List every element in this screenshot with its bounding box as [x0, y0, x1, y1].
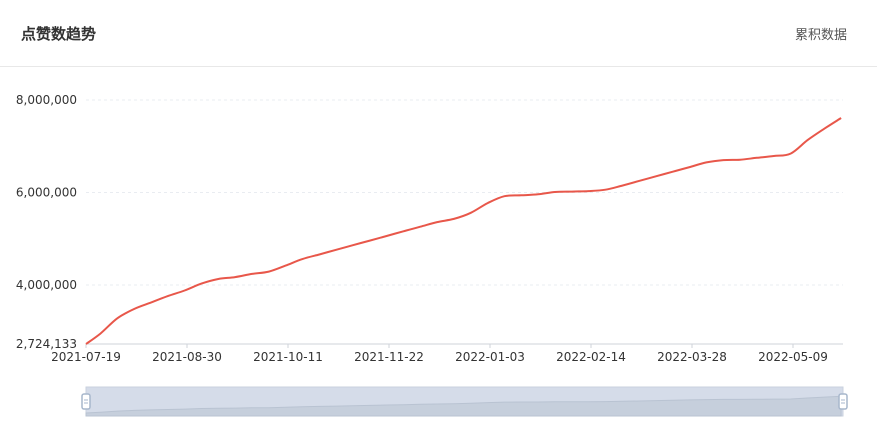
x-axis-labels: 2021-07-19 2021-08-30 2021-10-11 2021-11-22… — [51, 344, 828, 364]
y-tick-label: 6,000,000 — [16, 185, 77, 199]
zoom-handle-right[interactable] — [838, 393, 848, 410]
x-tick-label: 2022-01-03 — [455, 350, 525, 364]
y-tick-label: 2,724,133 — [16, 337, 77, 351]
x-tick-label: 2022-03-28 — [657, 350, 727, 364]
chart-header: 点赞数趋势 累积数据 — [0, 0, 877, 67]
x-tick-label: 2021-07-19 — [51, 350, 121, 364]
x-tick-label: 2022-05-09 — [758, 350, 828, 364]
x-tick-label: 2021-10-11 — [253, 350, 323, 364]
zoom-slider[interactable] — [81, 386, 848, 417]
x-tick-label: 2021-11-22 — [354, 350, 424, 364]
y-axis-labels: 2,724,133 4,000,000 6,000,000 8,000,000 — [16, 93, 77, 351]
y-tick-label: 4,000,000 — [16, 278, 77, 292]
zoom-handle-left[interactable] — [81, 393, 91, 410]
grid-lines — [86, 99, 843, 345]
series-line-group — [85, 117, 842, 345]
x-tick-label: 2022-02-14 — [556, 350, 626, 364]
series-line — [85, 117, 842, 345]
cumulative-data-toggle[interactable]: 累积数据 — [794, 28, 847, 43]
zoom-slider-trend-area — [85, 395, 842, 417]
y-tick-label: 8,000,000 — [16, 93, 77, 107]
likes-trend-chart: 2,724,133 4,000,000 6,000,000 8,000,000 202… — [16, 93, 848, 417]
chart-title: 点赞数趋势 — [21, 25, 97, 43]
x-tick-label: 2021-08-30 — [152, 350, 222, 364]
